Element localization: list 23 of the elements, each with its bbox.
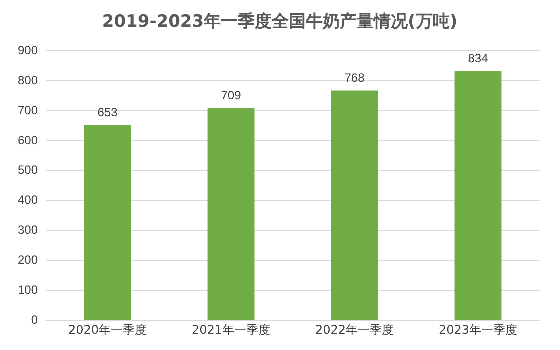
y-tick-label: 700	[18, 103, 38, 118]
x-tick-label: 2021年一季度	[192, 322, 271, 337]
y-tick-label: 400	[18, 193, 38, 208]
y-tick-label: 300	[18, 223, 38, 238]
bar	[331, 90, 378, 320]
y-tick-label: 900	[18, 44, 38, 58]
y-tick-label: 200	[18, 253, 38, 268]
bar	[454, 70, 502, 320]
y-tick-label: 0	[31, 312, 38, 327]
y-tick-label: 800	[18, 73, 38, 88]
chart-title: 2019-2023年一季度全国牛奶产量情况(万吨)	[101, 11, 459, 34]
x-tick-label: 2023年一季度	[438, 322, 518, 337]
data-label: 834	[468, 51, 489, 66]
y-tick-label: 100	[18, 282, 38, 297]
x-tick-label: 2020年一季度	[68, 322, 148, 337]
bar	[84, 125, 132, 320]
y-tick-label: 600	[18, 133, 38, 148]
x-tick-label: 2022年一季度	[315, 322, 394, 337]
data-label: 653	[98, 105, 118, 120]
y-tick-label: 500	[18, 163, 38, 178]
data-label: 768	[344, 71, 366, 86]
bar	[208, 108, 255, 320]
data-label: 709	[221, 88, 242, 103]
